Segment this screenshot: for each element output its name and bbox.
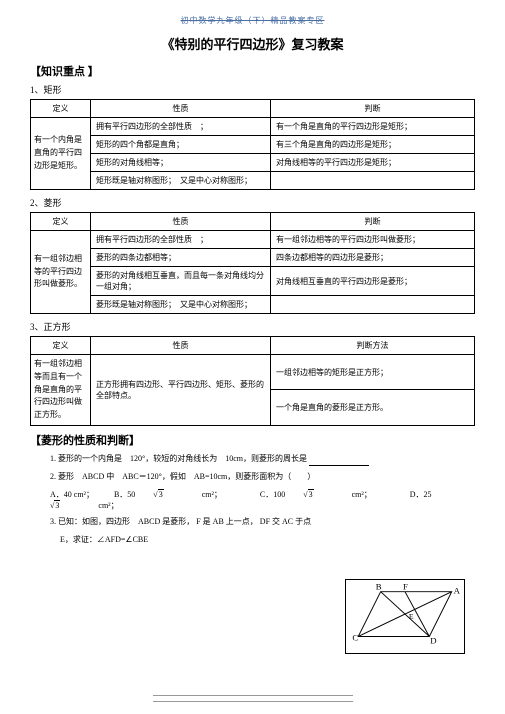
rhombus-prop-2: 菱形的对角线相互垂直，而且每一条对角线均分一组对角； — [91, 267, 271, 296]
rect-judge-3 — [271, 172, 475, 190]
q1-blank — [309, 457, 369, 466]
rect-prop-1: 矩形的四个角都是直角； — [91, 136, 271, 154]
question-3b: E，求证：∠AFD=∠CBE — [30, 533, 475, 547]
th-def: 定义 — [31, 100, 91, 118]
rhombus-prop-3: 菱形既是轴对称图形； 又是中心对称图形； — [91, 296, 271, 314]
rect-prop-2: 矩形的对角线相等； — [91, 154, 271, 172]
q3-text-b: E，求证：∠AFD=∠CBE — [60, 535, 148, 544]
opt-a: A．40 cm²； — [50, 490, 94, 499]
th-prop3: 性质 — [91, 337, 271, 355]
item-rect-label: 1、矩形 — [30, 83, 475, 96]
label-D: D — [430, 635, 436, 645]
label-A: A — [454, 586, 461, 596]
th-def3: 定义 — [31, 337, 91, 355]
q3-num: 3. — [50, 517, 56, 526]
header-decoration: 初中数学九年级（下）精品教案专区 — [30, 15, 475, 26]
section-knowledge: 【知识重点 】 — [30, 63, 475, 79]
rhombus-def: 有一组邻边相等的平行四边形叫做菱形。 — [31, 231, 91, 314]
rhombus-figure: B F A E C D — [345, 579, 465, 654]
item-square-label: 3、正方形 — [30, 320, 475, 333]
page-title: 《特别的平行四边形》复习教案 — [30, 34, 475, 53]
section-rhombus-props: 【菱形的性质和判断】 — [30, 432, 475, 448]
rhombus-prop-1: 菱形的四条边都相等； — [91, 249, 271, 267]
rect-prop-0: 拥有平行四边形的全部性质 ； — [91, 118, 271, 136]
th-judge2: 判断 — [271, 213, 475, 231]
label-B: B — [376, 582, 382, 592]
rhombus-judge-1: 四条边都相等的四边形是菱形； — [271, 249, 475, 267]
square-judge-0: 一组邻边相等的矩形是正方形； — [271, 355, 475, 390]
rhombus-judge-2: 对角线相互垂直的平行四边形是菱形； — [271, 267, 475, 296]
rhombus-prop-0: 拥有平行四边形的全部性质 ； — [91, 231, 271, 249]
rect-table: 定义 性质 判断 有一个内角是直角的平行四边形是矩形。 拥有平行四边形的全部性质… — [30, 99, 475, 190]
rect-judge-0: 有一个角是直角的平行四边形是矩形； — [271, 118, 475, 136]
rhombus-judge-3 — [271, 296, 475, 314]
footer-lines — [153, 690, 353, 702]
rect-judge-1: 有三个角是直角的四边形是矩形； — [271, 136, 475, 154]
opt-b: B．503 cm²； — [114, 490, 240, 499]
square-judge-1: 一个角是直角的菱形是正方形。 — [271, 390, 475, 426]
question-1: 1. 菱形的一个内角是 120°，较短的对角线长为 10cm，则菱形的周长是 — [30, 452, 475, 466]
q1-text: 菱形的一个内角是 120°，较短的对角线长为 10cm，则菱形的周长是 — [58, 454, 307, 463]
th-prop: 性质 — [91, 100, 271, 118]
th-prop2: 性质 — [91, 213, 271, 231]
rhombus-judge-0: 有一组邻边相等的平行四边形叫做菱形； — [271, 231, 475, 249]
q3-text-a: 已知：如图，四边形 ABCD 是菱形， F 是 AB 上一点， DF 交 AC … — [58, 517, 311, 526]
question-3: 3. 已知：如图，四边形 ABCD 是菱形， F 是 AB 上一点， DF 交 … — [30, 515, 475, 529]
label-C: C — [352, 632, 358, 642]
label-E: E — [409, 612, 414, 621]
th-judge3: 判断方法 — [271, 337, 475, 355]
square-def: 有一组邻边相等而且有一个角是直角的平行四边形叫做正方形。 — [31, 355, 91, 426]
q2-num: 2. — [50, 472, 56, 481]
square-table: 定义 性质 判断方法 有一组邻边相等而且有一个角是直角的平行四边形叫做正方形。 … — [30, 336, 475, 426]
rhombus-table: 定义 性质 判断 有一组邻边相等的平行四边形叫做菱形。 拥有平行四边形的全部性质… — [30, 212, 475, 314]
rect-judge-2: 对角线相等的平行四边形是矩形； — [271, 154, 475, 172]
th-def2: 定义 — [31, 213, 91, 231]
square-prop-0: 正方形拥有四边形、平行四边形、矩形、菱形的全部特点。 — [91, 355, 271, 426]
q2-options: A．40 cm²； B．503 cm²； C．1003 cm²； D．253 c… — [30, 489, 475, 511]
opt-c: C．1003 cm²； — [260, 490, 390, 499]
rect-prop-3: 矩形既是轴对称图形； 又是中心对称图形； — [91, 172, 271, 190]
item-rhombus-label: 2、菱形 — [30, 196, 475, 209]
question-2: 2. 菱形 ABCD 中 ABC＝120°，假如 AB=10cm，则菱形面积为（… — [30, 470, 475, 484]
label-F: F — [403, 582, 408, 592]
q2-text: 菱形 ABCD 中 ABC＝120°，假如 AB=10cm，则菱形面积为（ ） — [58, 472, 315, 481]
th-judge: 判断 — [271, 100, 475, 118]
rect-def: 有一个内角是直角的平行四边形是矩形。 — [31, 118, 91, 190]
q1-num: 1. — [50, 454, 56, 463]
